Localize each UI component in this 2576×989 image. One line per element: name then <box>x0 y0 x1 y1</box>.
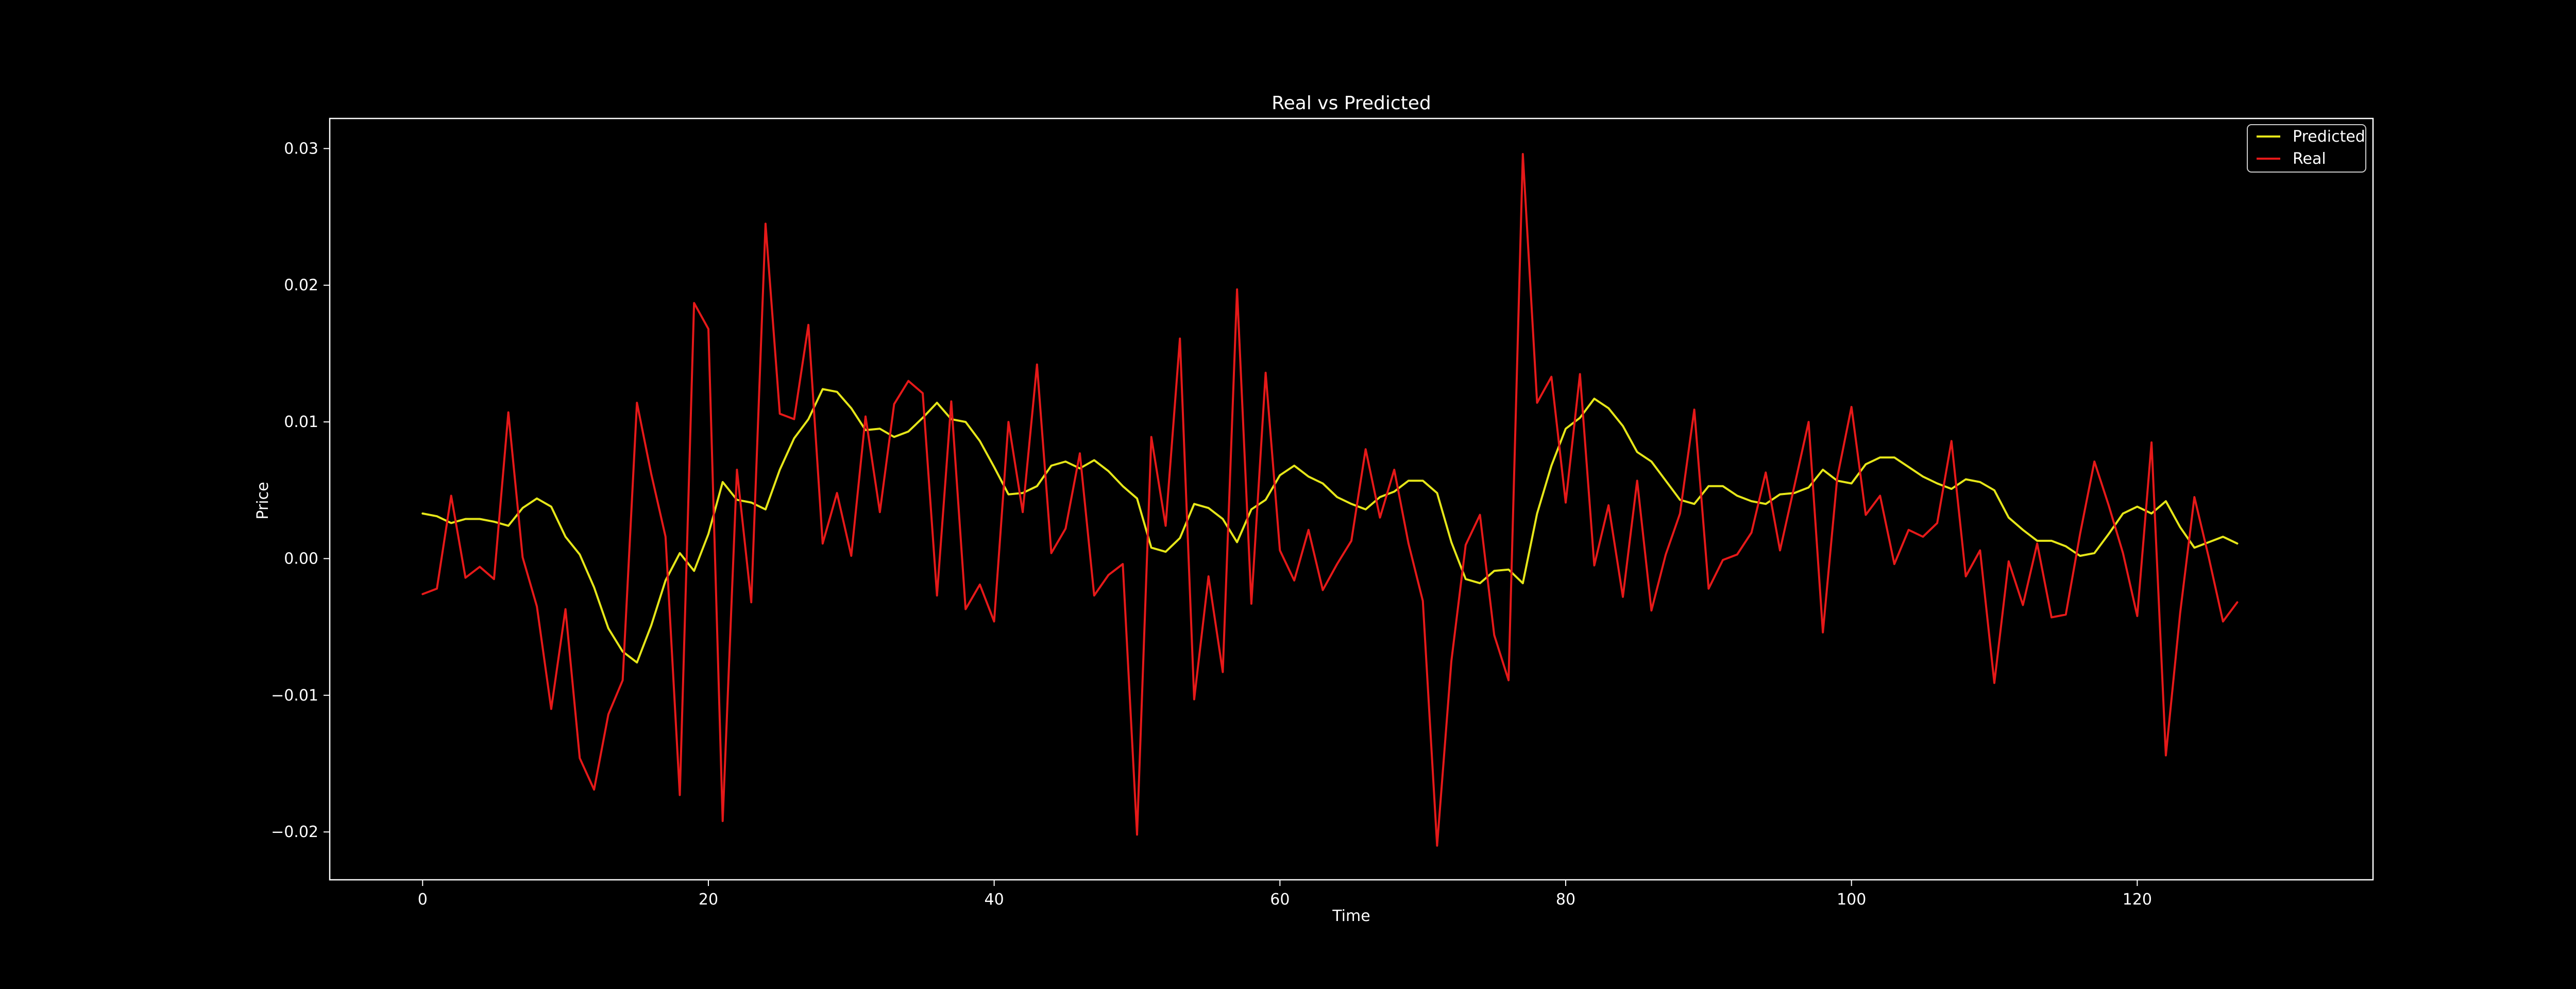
y-tick-label: −0.01 <box>271 687 318 705</box>
y-tick-label: −0.02 <box>271 823 318 841</box>
x-tick-label: 0 <box>418 891 428 909</box>
x-tick-label: 40 <box>985 891 1004 909</box>
legend-label-real: Real <box>2293 150 2326 168</box>
y-axis-label: Price <box>254 482 272 519</box>
x-tick-label: 60 <box>1270 891 1290 909</box>
series-line-predicted <box>421 388 2239 664</box>
y-tick-label: 0.02 <box>284 277 318 295</box>
x-tick-label: 100 <box>1837 891 1866 909</box>
x-tick-label: 20 <box>699 891 718 909</box>
y-tick-label: 0.03 <box>284 140 318 158</box>
x-tick-label: 120 <box>2123 891 2152 909</box>
x-tick-label: 80 <box>1556 891 1575 909</box>
y-axis-ticks: −0.02 −0.01 0.00 0.01 0.02 0.03 <box>271 140 330 841</box>
y-tick-label: 0.01 <box>284 413 318 431</box>
plot-area-frame <box>329 117 2374 881</box>
series-line-real <box>421 153 2239 847</box>
legend: Predicted Real <box>2247 124 2366 173</box>
chart-title: Real vs Predicted <box>1272 93 1431 114</box>
series-layer <box>421 153 2239 847</box>
legend-label-predicted: Predicted <box>2293 128 2365 146</box>
y-tick-label: 0.00 <box>284 550 318 568</box>
x-axis-ticks: 0 20 40 60 80 100 120 <box>418 880 2152 909</box>
x-axis-label: Time <box>1332 907 1370 925</box>
